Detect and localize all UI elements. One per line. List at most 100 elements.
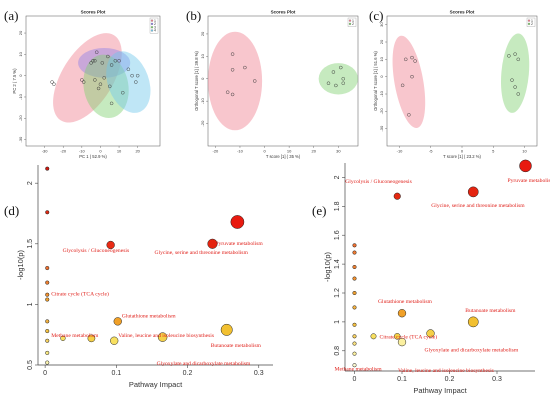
legend-marker	[348, 22, 352, 25]
legend-marker	[150, 29, 154, 32]
sample-point-group-4	[130, 73, 134, 78]
pathway-point	[106, 240, 115, 250]
x-tick-label: -5	[429, 149, 433, 154]
legend-marker	[527, 22, 531, 25]
sample-point-group-4	[134, 80, 138, 84]
sample-point-group-2	[513, 85, 517, 89]
pathway-point	[45, 297, 50, 302]
x-tick-label: 0.1	[111, 370, 121, 377]
legend-label: 2	[531, 22, 533, 26]
plot-title: Scores Plot	[450, 10, 475, 15]
pathway-point	[393, 192, 401, 200]
y-axis-label: Orthogonal T score [1] ( 51.6 %)	[373, 51, 378, 111]
y-tick-label: 20	[200, 31, 205, 36]
x-tick-label: -20	[212, 149, 219, 154]
pathway-point	[394, 333, 401, 340]
sample-point-group-2	[106, 54, 110, 59]
pathway-point	[352, 243, 357, 248]
legend-box	[347, 17, 357, 27]
pathway-label: Glyoxylate and dicarboxylate metabolism	[425, 347, 519, 353]
sample-point-group-2	[93, 59, 97, 63]
x-axis-label: Pathway Impact	[129, 380, 183, 389]
pathway-point	[352, 341, 357, 346]
sample-point-group-2	[334, 83, 338, 88]
legend-marker	[348, 19, 352, 22]
sample-point-group-2	[510, 78, 514, 82]
pathway-label: Pyruvate metabolism	[215, 241, 263, 247]
confidence-ellipse-group-2	[78, 47, 131, 78]
sample-point-group-4	[117, 59, 121, 63]
pathway-point	[352, 351, 357, 356]
y-tick-label: 0	[18, 74, 23, 77]
pathway-point	[45, 210, 50, 215]
legend-box	[526, 17, 536, 27]
y-tick-label: 1.8	[334, 201, 341, 211]
legend-marker	[527, 19, 531, 22]
legend-label: 1	[154, 19, 156, 23]
sample-point-group-3	[102, 76, 106, 80]
y-tick-label: 1	[334, 320, 341, 324]
panel-letter-a: (a)	[4, 8, 18, 23]
y-tick-label: 1.4	[334, 259, 341, 269]
sample-point-group-1	[230, 68, 235, 72]
pathway-point	[113, 317, 122, 326]
y-tick-label: 0.8	[334, 346, 341, 356]
legend-label: 1	[531, 19, 533, 23]
y-tick-label: 10	[200, 53, 205, 58]
y-tick-label: 20	[18, 30, 23, 35]
y-tick-label: 10	[18, 51, 23, 56]
y-tick-label: -30	[379, 125, 384, 132]
legend-label: 1	[352, 19, 354, 23]
pathway-point	[352, 276, 357, 281]
panel-letter-e: (e)	[312, 203, 326, 218]
y-tick-label: -10	[379, 90, 384, 97]
x-tick-label: 20	[135, 149, 140, 154]
legend-marker	[150, 19, 154, 22]
pathway-point	[370, 333, 377, 340]
y-tick-label: 20	[379, 39, 384, 44]
sample-point-group-3	[109, 101, 114, 106]
sample-point-group-1	[94, 50, 99, 54]
pathway-label: Butanoate metabolism	[211, 343, 262, 349]
x-tick-label: 0.2	[445, 376, 455, 383]
y-axis-label: -log10(p)	[16, 249, 25, 280]
confidence-ellipse-group-1	[53, 33, 122, 123]
scores-plot-b: Scores Plot -20 -10 0 10 20 30 -20 -10 0 10 20 T sco…	[194, 10, 359, 159]
y-tick-label: -10	[200, 98, 205, 105]
pathway-point	[45, 166, 50, 171]
y-tick-label: 30	[379, 22, 384, 27]
y-tick-label: 1	[27, 302, 34, 306]
x-axis-label: Pathway Impact	[413, 386, 467, 395]
x-tick-label: 20	[312, 149, 317, 154]
x-tick-label: 10	[522, 149, 527, 154]
sample-point-group-1	[243, 65, 247, 70]
pathway-point	[352, 363, 357, 368]
x-tick-label: -10	[397, 149, 404, 154]
sample-point-group-2	[89, 61, 93, 65]
scores-plot-a: Scores Plot -30 -20 -10 0 10 20 -30 -20 -10 0 10 20 P…	[12, 10, 161, 159]
pathway-point	[352, 264, 357, 270]
sample-point-group-2	[516, 92, 520, 96]
confidence-ellipse-group-1	[392, 35, 426, 129]
pathway-point	[397, 337, 407, 347]
confidence-ellipse-group-4	[106, 51, 151, 113]
pathway-label: Glycolysis / Gluconeogenesis	[63, 248, 130, 254]
x-tick-label: 0	[461, 149, 464, 154]
pathway-point	[352, 322, 357, 327]
confidence-ellipse-group-3	[83, 54, 129, 119]
x-tick-label: -10	[237, 149, 244, 154]
pathway-point	[230, 215, 245, 229]
x-tick-label: 0	[99, 149, 102, 154]
sample-point-group-4	[121, 90, 125, 95]
y-tick-label: 0.5	[27, 360, 34, 370]
sample-point-group-1	[413, 59, 417, 63]
sample-point-group-2	[326, 81, 331, 85]
x-tick-label: 30	[336, 149, 341, 154]
pathway-point	[157, 332, 168, 342]
pathway-point	[467, 316, 479, 328]
pathway-plot-e: 0 0.1 0.2 0.3 0.8 1 1.2 1.4 1.6 1.8 2 Pathway Impac…	[323, 159, 550, 395]
pathway-point	[45, 350, 50, 355]
pathway-point	[352, 250, 357, 255]
confidence-ellipse-group-2	[500, 33, 530, 113]
pathway-point	[45, 360, 50, 365]
